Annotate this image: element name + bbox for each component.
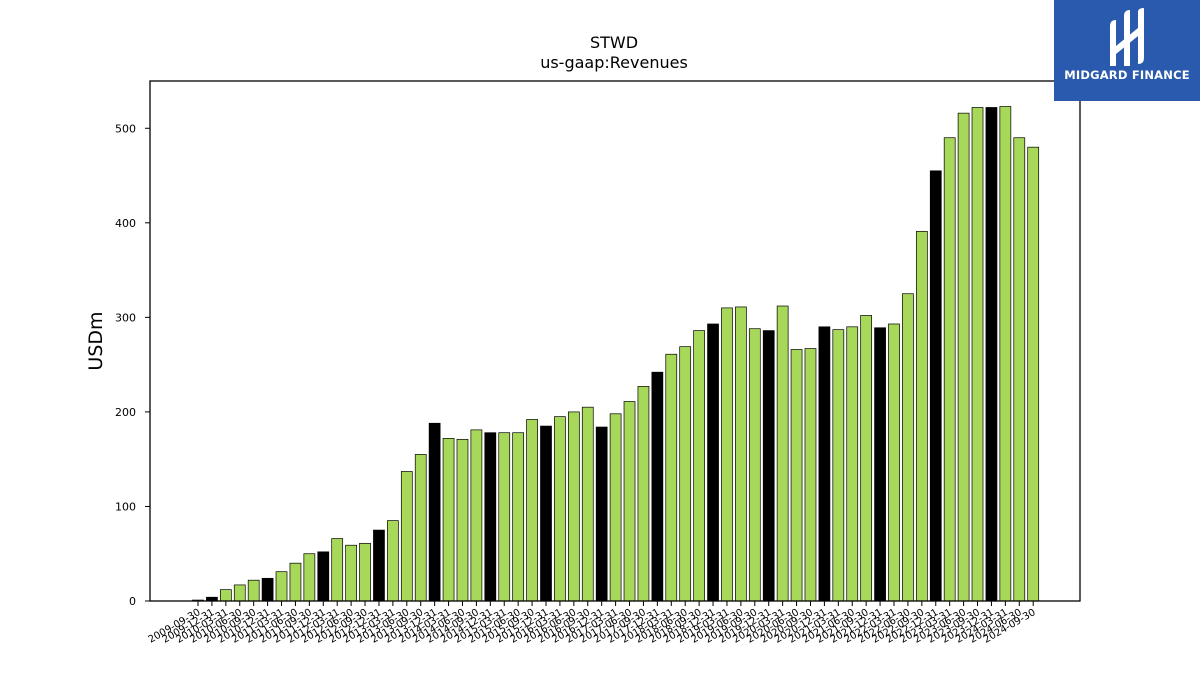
bar-2019-06-30 [735,306,747,602]
chart-title: STWD [590,33,638,52]
bar-2023-03-31 [943,137,956,602]
x-axis: 2009-09-302009-12-312010-03-312010-06-30… [147,601,1038,646]
bar-2015-06-30 [512,432,525,602]
bar-2024-06-30 [1013,137,1026,602]
bar-2015-12-31 [540,425,552,602]
bar-2018-06-30 [679,346,692,602]
midgard-finance-logo: MIDGARD FINANCE [1054,0,1200,101]
bar-2014-12-31 [484,432,497,602]
bar-2013-12-31 [428,422,441,602]
bar-2023-06-30 [957,112,970,602]
y-tick-label: 200 [115,406,136,419]
bar-2024-03-31 [999,106,1012,602]
bar-2011-03-31 [275,571,288,602]
bar-2016-09-30 [581,406,594,602]
bar-2016-03-31 [554,416,566,602]
bar-2017-09-30 [637,386,650,602]
bar-2016-12-31 [595,426,608,602]
bar-2024-09-30 [1027,146,1040,602]
bar-2012-09-30 [359,542,371,602]
bar-2021-03-31 [832,329,845,602]
bar-2012-06-30 [345,544,357,602]
bar-2013-06-30 [400,471,413,602]
bar-2019-09-30 [748,328,761,602]
bar-2013-09-30 [414,454,427,602]
bar-2017-12-31 [651,371,664,602]
bar-2022-06-30 [902,293,914,602]
bar-2015-09-30 [526,419,538,602]
y-axis: 0 100 200 300 400 500 [115,122,150,608]
bar-2021-09-30 [860,315,873,602]
y-tick-label: 300 [115,311,136,324]
y-tick-label: 100 [115,500,136,513]
bar-2014-03-31 [442,438,455,602]
y-tick-label: 0 [129,595,136,608]
chart-subtitle: us-gaap:Revenues [540,53,688,72]
plot-frame [149,80,1081,602]
bar-2023-12-31 [985,107,998,602]
bar-2020-09-30 [804,348,817,602]
bar-2010-12-31 [261,577,274,602]
bar-2011-09-30 [303,553,316,602]
bar-2018-12-31 [707,323,719,602]
bar-2010-06-30 [233,584,246,602]
bar-2012-12-31 [373,529,385,602]
bar-2011-12-31 [317,551,330,602]
bar-2015-03-31 [498,432,511,602]
bar-2020-06-30 [790,349,803,602]
bar-2022-09-30 [915,230,928,602]
bar-2019-03-31 [721,307,733,602]
bar-2021-06-30 [846,326,859,602]
bar-2010-03-31 [219,589,232,602]
bar-2018-09-30 [693,330,705,602]
bar-2020-12-31 [818,326,831,602]
midgard-logo-mark-icon [1110,8,1144,66]
bar-2021-12-31 [874,327,886,602]
bar-2018-03-31 [665,353,678,602]
bar-2019-12-31 [762,330,775,602]
bar-2011-06-30 [289,562,302,602]
bars-group [192,106,1040,602]
bar-2016-06-30 [567,411,580,602]
bar-2022-12-31 [929,170,942,602]
bar-2017-06-30 [623,401,636,602]
bar-2023-09-30 [971,107,984,602]
bar-2022-03-31 [888,323,900,602]
y-tick-label: 400 [115,217,136,230]
bar-2013-03-31 [387,520,399,602]
brand-name: MIDGARD FINANCE [1064,68,1190,82]
y-axis-label: USDm [85,311,107,370]
bar-2014-06-30 [456,438,469,602]
bar-2017-03-31 [609,413,622,602]
bar-2010-09-30 [247,579,260,602]
bar-2012-03-31 [331,538,344,602]
y-tick-label: 500 [115,122,136,135]
bar-2014-09-30 [470,429,483,602]
bar-2020-03-31 [776,305,789,602]
